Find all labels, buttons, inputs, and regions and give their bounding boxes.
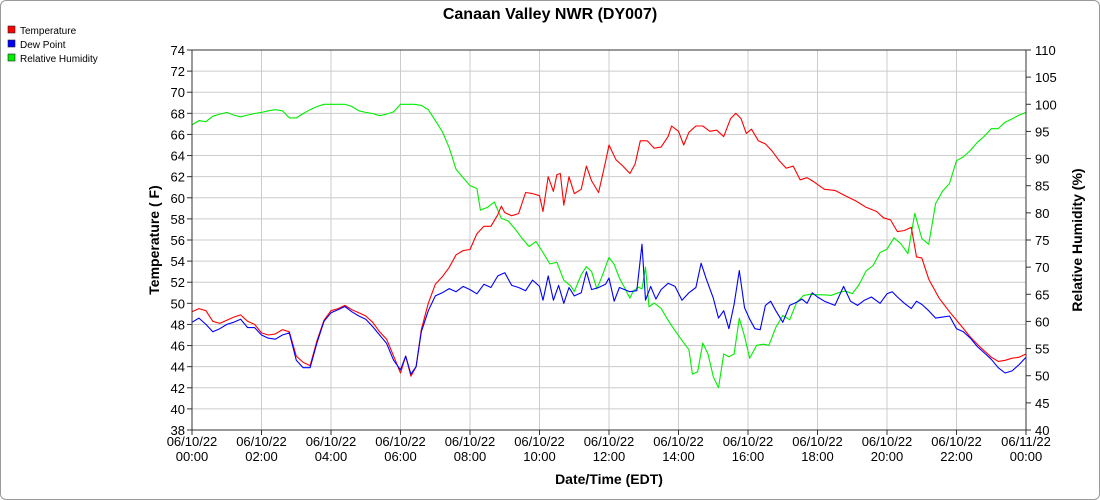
y-tick-label-left: 62 (171, 170, 185, 185)
y-axis-right-label: Relative Humidity (%) (1069, 168, 1085, 311)
x-tick-label-time: 02:00 (245, 449, 278, 464)
y-tick-label-left: 46 (171, 339, 185, 354)
y-tick-label-left: 72 (171, 64, 185, 79)
series-line-temperature (191, 112, 1027, 377)
legend: Temperature Dew Point Relative Humidity (7, 25, 98, 65)
y-tick-label-left: 74 (171, 43, 185, 58)
x-tick-label-date: 06/10/22 (862, 434, 913, 449)
y-tick-label-left: 48 (171, 317, 185, 332)
y-tick-label-right: 60 (1035, 314, 1049, 329)
x-tick-label-time: 22:00 (940, 449, 973, 464)
x-tick-label-date: 06/10/22 (723, 434, 774, 449)
x-tick-label-date: 06/10/22 (514, 434, 565, 449)
legend-swatch-dew-point (7, 39, 16, 48)
y-tick-label-right: 90 (1035, 152, 1049, 167)
y-tick-label-right: 85 (1035, 179, 1049, 194)
y-tick-label-right: 80 (1035, 206, 1049, 221)
x-tick-label-time: 18:00 (801, 449, 834, 464)
x-tick-label-date: 06/10/22 (306, 434, 357, 449)
y-tick-label-left: 54 (171, 254, 185, 269)
y-tick-label-right: 45 (1035, 396, 1049, 411)
legend-label-dew-point: Dew Point (20, 40, 66, 51)
y-axis-left: 38 40 42 44 46 48 50 52 54 56 58 60 62 64 66 68 70 72 74 (171, 43, 192, 438)
y-tick-label-left: 60 (171, 191, 185, 206)
series-group (191, 103, 1027, 389)
legend-swatch-relative-humidity (7, 53, 16, 62)
legend-label-relative-humidity: Relative Humidity (20, 54, 98, 65)
x-tick-label-time: 04:00 (315, 449, 348, 464)
x-tick-label-time: 06:00 (384, 449, 417, 464)
y-tick-label-left: 50 (171, 296, 185, 311)
x-tick-label-time: 08:00 (454, 449, 487, 464)
y-tick-label-right: 95 (1035, 124, 1049, 139)
y-tick-label-right: 75 (1035, 233, 1049, 248)
y-tick-label-left: 44 (171, 360, 185, 375)
y-tick-label-left: 42 (171, 381, 185, 396)
x-tick-label-date: 06/10/22 (584, 434, 635, 449)
y-tick-label-right: 70 (1035, 260, 1049, 275)
y-tick-label-left: 52 (171, 275, 185, 290)
x-axis: 06/10/2200:0006/10/2202:0006/10/2204:000… (167, 430, 1051, 464)
y-tick-label-left: 58 (171, 212, 185, 227)
y-tick-label-left: 66 (171, 127, 185, 142)
x-tick-label-date: 06/10/22 (445, 434, 496, 449)
y-axis-right: 40 45 50 55 60 65 70 75 80 85 90 95 100 105 110 (1026, 43, 1057, 438)
x-tick-label-date: 06/10/22 (375, 434, 426, 449)
y-tick-label-right: 50 (1035, 369, 1049, 384)
x-tick-label-time: 00:00 (1010, 449, 1043, 464)
series-line-relative-humidity (191, 103, 1027, 389)
legend-swatch-temperature (7, 25, 16, 34)
y-tick-label-left: 38 (171, 423, 185, 438)
y-tick-label-right: 55 (1035, 342, 1049, 357)
y-tick-label-left: 68 (171, 106, 185, 121)
y-tick-label-left: 56 (171, 233, 185, 248)
x-tick-label-time: 16:00 (732, 449, 765, 464)
x-tick-label-date: 06/10/22 (653, 434, 704, 449)
x-tick-label-time: 20:00 (871, 449, 904, 464)
y-tick-label-left: 40 (171, 402, 185, 417)
y-tick-label-right: 40 (1035, 423, 1049, 438)
x-tick-label-date: 06/10/22 (236, 434, 287, 449)
y-tick-label-left: 70 (171, 85, 185, 100)
x-tick-label-date: 06/10/22 (792, 434, 843, 449)
y-tick-label-right: 105 (1035, 70, 1057, 85)
x-tick-label-time: 12:00 (593, 449, 626, 464)
x-tick-label-time: 14:00 (662, 449, 695, 464)
chart-title: Canaan Valley NWR (DY007) (443, 6, 657, 23)
x-tick-label-time: 00:00 (176, 449, 209, 464)
x-axis-label: Date/Time (EDT) (555, 471, 663, 487)
y-tick-label-right: 65 (1035, 287, 1049, 302)
series-line-dew-point (191, 243, 1027, 375)
legend-label-temperature: Temperature (20, 26, 77, 37)
x-tick-label-time: 10:00 (523, 449, 556, 464)
y-tick-label-right: 110 (1035, 43, 1056, 58)
y-axis-left-label: Temperature ( F) (146, 185, 162, 294)
x-tick-label-date: 06/10/22 (167, 434, 218, 449)
y-tick-label-left: 64 (171, 149, 185, 164)
y-tick-label-right: 100 (1035, 97, 1057, 112)
x-tick-label-date: 06/10/22 (931, 434, 982, 449)
x-tick-label-date: 06/11/22 (1001, 434, 1051, 449)
